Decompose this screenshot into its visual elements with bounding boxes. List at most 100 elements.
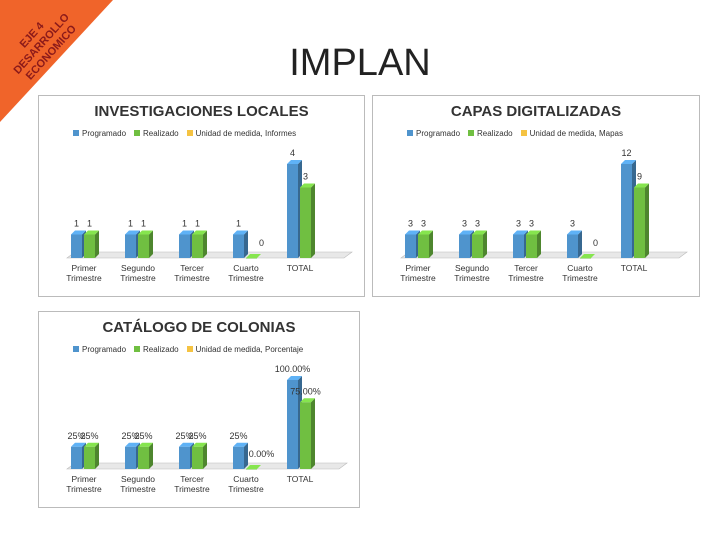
data-label: 25%	[121, 431, 139, 441]
legend-label: Realizado	[143, 345, 179, 354]
bar-top	[472, 230, 487, 235]
legend-swatch	[520, 130, 527, 136]
legend-swatch	[468, 130, 475, 136]
bar-top	[179, 442, 194, 447]
bar-top	[233, 442, 248, 447]
bar-top	[125, 442, 140, 447]
bar-top	[526, 230, 541, 235]
bar	[125, 234, 136, 258]
bar-top	[71, 442, 86, 447]
bar-side	[578, 230, 582, 258]
bar	[125, 446, 136, 469]
data-label: 1	[182, 219, 187, 229]
bar-side	[149, 230, 153, 258]
legend-swatch	[134, 346, 141, 352]
x-tick-label: TOTAL	[286, 263, 314, 273]
legend-item: Realizado	[468, 129, 513, 138]
legend-item: Programado	[73, 345, 126, 354]
slide-title: IMPLAN	[289, 42, 431, 84]
bar-top	[84, 230, 99, 235]
bar-side	[95, 442, 99, 469]
x-tick-label: Cuarto Trimestre	[562, 263, 598, 283]
x-tick-label: Cuarto Trimestre	[228, 474, 264, 494]
bar-top	[634, 183, 649, 188]
bar-top	[246, 465, 261, 469]
bar	[138, 446, 149, 469]
legend-swatch	[134, 130, 141, 136]
bar	[179, 446, 190, 469]
bar-top	[192, 230, 207, 235]
legend: Programado Realizado Unidad de medida, Inf…	[73, 129, 296, 138]
chart-title: INVESTIGACIONES LOCALES	[94, 103, 309, 120]
data-label: 25%	[80, 431, 98, 441]
data-label: 3	[303, 172, 308, 182]
data-label: 1	[236, 219, 241, 229]
bar	[192, 446, 203, 469]
data-label: 25%	[67, 431, 85, 441]
legend-item: Unidad de medida, Porcentaje	[186, 345, 303, 354]
legend-item: Unidad de medida, Informes	[186, 129, 297, 138]
bar-top	[405, 230, 420, 235]
x-tick-label: TOTAL	[286, 474, 314, 484]
bar	[84, 446, 95, 469]
bar-side	[244, 442, 248, 469]
bar	[300, 402, 311, 469]
data-label: 25%	[134, 431, 152, 441]
chart-title: CAPAS DIGITALIZADAS	[450, 103, 622, 120]
data-label: 25%	[188, 431, 206, 441]
bar	[246, 258, 257, 259]
bar	[84, 234, 95, 258]
data-label: 100.00%	[275, 364, 311, 374]
legend: Programado Realizado Unidad de medida, Por…	[73, 345, 303, 354]
bar-top	[125, 230, 140, 235]
legend-item: Realizado	[134, 129, 179, 138]
x-tick-label: Tercer Trimestre	[174, 263, 210, 283]
data-label: 3	[570, 219, 575, 229]
bar	[138, 234, 149, 258]
bar-top	[287, 160, 302, 164]
legend-label: Unidad de medida, Informes	[195, 129, 297, 138]
bar-side	[95, 230, 99, 258]
bar-top	[418, 230, 433, 235]
bar-top	[233, 230, 248, 235]
bar	[567, 234, 578, 258]
data-label: 25%	[175, 431, 193, 441]
legend-swatch	[73, 130, 79, 136]
x-tick-label: Tercer Trimestre	[508, 263, 544, 283]
bar	[621, 164, 632, 258]
chart: INVESTIGACIONES LOCALES Programado Realiza…	[38, 95, 365, 297]
legend-item: Programado	[407, 129, 460, 138]
data-label: 3	[529, 219, 534, 229]
bar-top	[71, 230, 86, 235]
legend-item: Programado	[73, 129, 126, 138]
data-label: 3	[516, 219, 521, 229]
bar-top	[459, 230, 474, 235]
legend-swatch	[407, 130, 413, 136]
x-tick-label: Tercer Trimestre	[174, 474, 210, 494]
bar-top	[580, 254, 595, 258]
legend-label: Programado	[82, 129, 127, 138]
bar	[418, 234, 429, 258]
bar	[192, 234, 203, 258]
bar-side	[244, 230, 248, 258]
bar-side	[537, 230, 541, 258]
corner-triangle	[0, 0, 113, 122]
bar-top	[84, 442, 99, 447]
bar-side	[149, 442, 153, 469]
x-tick-label: Primer Trimestre	[66, 263, 102, 283]
bar	[71, 234, 82, 258]
data-label: 1	[87, 219, 92, 229]
bar	[287, 164, 298, 258]
bar-top	[246, 254, 261, 258]
bar-side	[483, 230, 487, 258]
data-label: 25%	[229, 431, 247, 441]
data-label: 0	[593, 238, 598, 248]
bar	[246, 469, 257, 470]
bar	[287, 380, 298, 469]
data-label: 1	[141, 219, 146, 229]
data-label: 3	[421, 219, 426, 229]
chart-title: CATÁLOGO DE COLONIAS	[102, 319, 296, 336]
x-tick-label: TOTAL	[620, 263, 648, 273]
